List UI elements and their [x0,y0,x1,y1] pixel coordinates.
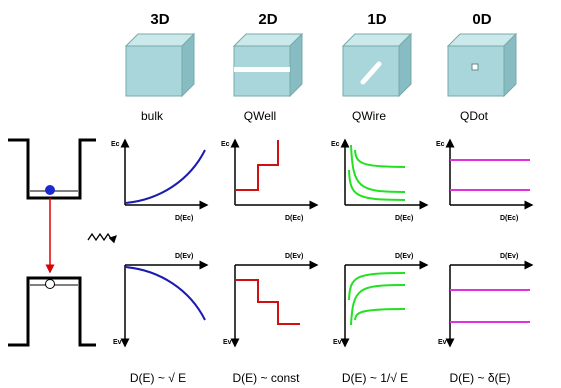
axis-label: Ev [223,339,232,346]
dos-curve [351,285,405,325]
diagram: 3D bulk Ec D(Ec) D(Ev) Ev D(E) ~ √ E 2D QWell Ec D… [0,0,561,388]
formula: D(E) ~ const [232,371,300,385]
cube-front [448,46,504,96]
formula: D(E) ~ 1/√ E [342,371,408,385]
dos-curve [349,170,405,200]
axis-label: Ev [113,339,122,346]
structure-label: QWire [352,109,386,123]
well-layer [234,67,290,72]
structure-label: QDot [460,109,489,123]
cube [343,34,411,96]
dos-curve [355,309,405,320]
formula: D(E) ~ √ E [130,371,186,385]
axis-label: Ev [438,339,447,346]
axis-label: D(Ev) [500,253,518,260]
cube [234,34,302,96]
dos-curve [235,140,278,190]
axis-label: D(Ev) [175,253,193,260]
well-sketch [8,140,96,345]
axis-label: D(Ec) [500,215,518,222]
structure-label: QWell [244,109,276,123]
cube [448,34,516,96]
dos-curve [125,150,205,203]
cube [126,34,194,96]
dos-curve [351,145,405,192]
axis-label: D(Ec) [285,215,303,222]
axis-label: Ec [221,141,230,148]
axis-label: D(Ec) [175,215,193,222]
dimension-title: 2D [258,11,277,28]
dimension-title: 3D [150,11,169,28]
axis-label: D(Ev) [395,253,413,260]
dimension-title: 1D [367,11,386,28]
dimension-title: 0D [472,11,491,28]
electron [45,185,55,195]
axis-label: D(Ev) [285,253,303,260]
structure-label: bulk [141,109,164,123]
dos-curve [125,267,205,320]
axis-label: Ec [111,141,120,148]
axis-label: Ev [333,339,342,346]
axis-label: Ec [436,141,445,148]
dos-curve [355,150,405,167]
photon [88,234,116,240]
dot [472,64,478,70]
formula: D(E) ~ δ(E) [449,371,510,385]
cube-front [126,46,182,96]
axis-label: Ec [331,141,340,148]
axis-label: D(Ec) [395,215,413,222]
hole [46,280,55,289]
dos-curve [235,280,300,324]
